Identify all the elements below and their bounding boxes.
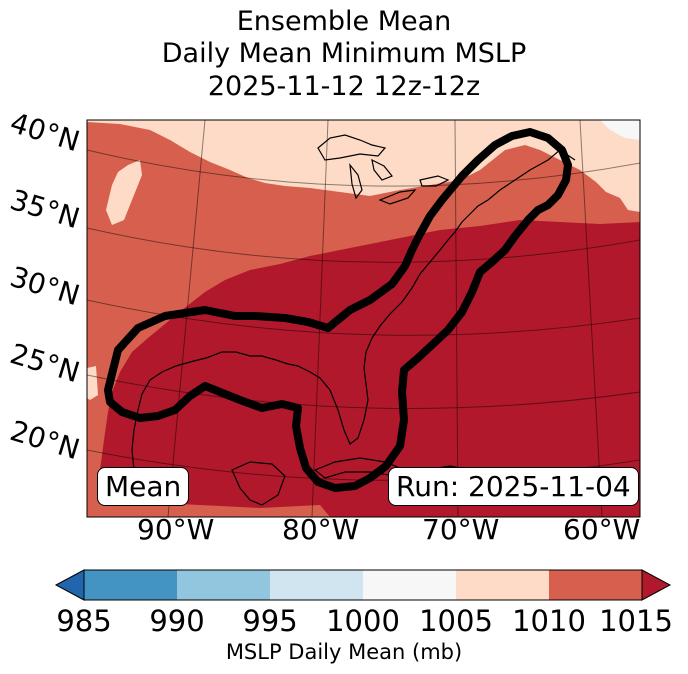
yucatan [231, 461, 286, 506]
field-1000-1005-patch [106, 160, 142, 225]
lon-label-80w: 80°W [282, 513, 360, 546]
map [86, 119, 641, 518]
mean-label-box: Mean [97, 467, 190, 506]
colorbar-tick-995: 995 [242, 604, 298, 638]
field-1010-1015 [98, 220, 640, 517]
colorbar-tick-1015: 1015 [599, 604, 673, 638]
map-frame [86, 119, 641, 518]
colorbar-segment-995-1000 [270, 570, 363, 600]
field-1000-1005-strip [87, 366, 98, 400]
parallel-35n [87, 227, 640, 263]
title-line-2: Daily Mean Minimum MSLP [161, 38, 527, 69]
colorbar-tick-990: 990 [149, 604, 205, 638]
parallel-25n [87, 374, 640, 409]
lake-michigan [349, 163, 363, 200]
us-mexico-coast [131, 149, 576, 471]
colorbar [54, 569, 672, 601]
colorbar-frame [83, 569, 643, 601]
parallel-40n [87, 149, 640, 187]
colorbar-under-arrow [54, 569, 85, 601]
colorbar-segment-1000-1005 [363, 570, 456, 600]
colorbar-segment-1005-1010 [456, 570, 549, 600]
colorbar-tick-1000: 1000 [326, 604, 400, 638]
colorbar-label: MSLP Daily Mean (mb) [225, 640, 463, 664]
colorbar-segment-990-995 [177, 570, 270, 600]
colorbar-tick-1005: 1005 [419, 604, 493, 638]
lon-label-70w: 70°W [422, 513, 500, 546]
colorbar-over-arrow [641, 569, 672, 601]
lake-ontario [419, 175, 450, 187]
lake-superior [317, 134, 387, 161]
meridian-80w [311, 120, 329, 517]
run-date-box: Run: 2025-11-04 [388, 467, 639, 506]
lon-label-60w: 60°W [563, 513, 641, 546]
title-line-1: Ensemble Mean [236, 6, 452, 37]
colorbar-segment-1010-1015 [549, 570, 642, 600]
title-line-3: 2025-11-12 12z-12z [207, 71, 481, 102]
ensemble-mean-outline [104, 128, 572, 492]
meridian-60w [579, 120, 603, 517]
colorbar-segments [84, 570, 642, 600]
lon-label-90w: 90°W [137, 513, 215, 546]
colorbar-segment-985-990 [84, 570, 177, 600]
colorbar-tick-1010: 1010 [512, 604, 586, 638]
colorbar-tick-985: 985 [56, 604, 112, 638]
field-995-1000 [600, 120, 640, 140]
lake-huron [371, 158, 393, 181]
meridian-90w [167, 120, 206, 517]
lake-erie [378, 189, 417, 205]
